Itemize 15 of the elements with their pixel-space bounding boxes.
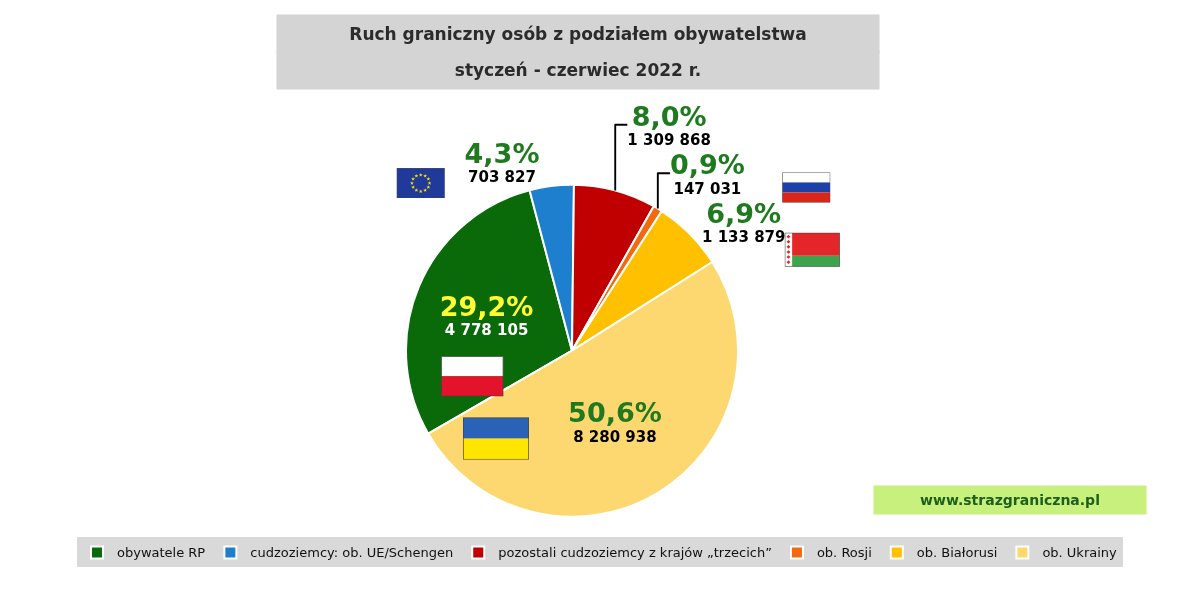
data-label: 50,6% 8 280 938 <box>568 397 662 446</box>
legend-label: pozostali cudzoziemcy z krajów „trzecich” <box>498 545 772 561</box>
legend-label: obywatele RP <box>117 545 206 561</box>
data-label: 8,0% 1 309 868 <box>627 100 711 150</box>
data-label: 29,2% 4 778 105 <box>439 290 534 340</box>
text: www.strazgraniczna.pl <box>920 492 1100 508</box>
legend-label: ob. Ukrainy <box>1042 545 1118 561</box>
data-label: 4,3% 703 827 <box>464 137 540 187</box>
chart-subtitle: styczeń - czerwiec 2022 r. <box>454 60 702 80</box>
legend-label: ob. Rosji <box>816 545 872 561</box>
chart-title: Ruch graniczny osób z podziałem obywatelstwa <box>349 24 807 44</box>
data-label: 6,9% 1 133 879 <box>701 197 786 247</box>
legend-label: ob. Białorusi <box>916 545 998 561</box>
legend-label: cudzoziemcy: ob. UE/Schengen <box>250 545 454 561</box>
data-label: 0,9% 147 031 <box>669 149 745 198</box>
